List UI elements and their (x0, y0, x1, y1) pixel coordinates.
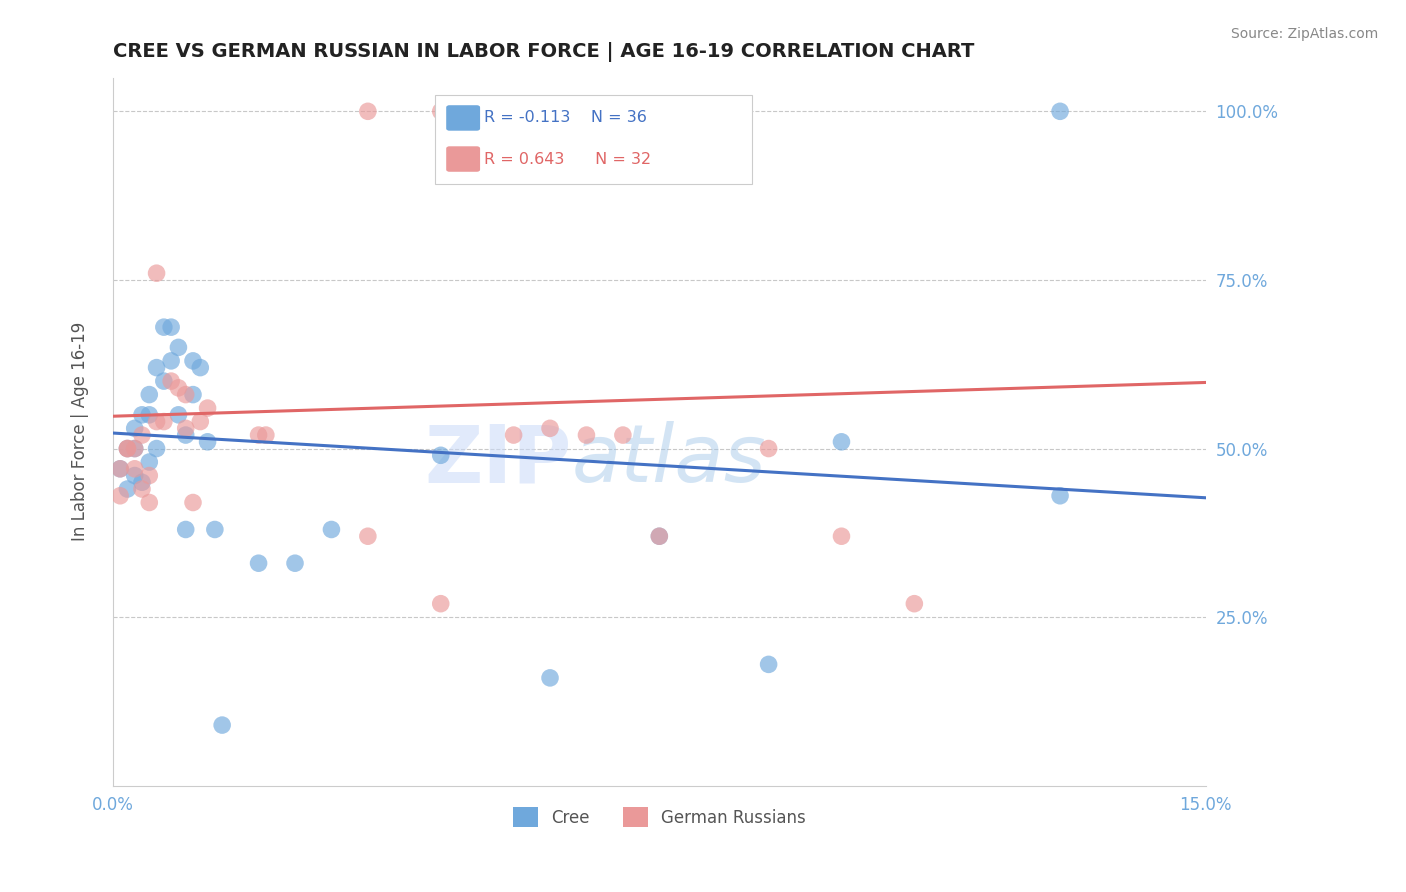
Point (131, 475, 153, 490)
Text: ZIP: ZIP (425, 421, 572, 499)
Point (575, 428, 598, 442)
Point (117, 442, 139, 456)
Point (117, 442, 139, 456)
Point (108, 462, 131, 476)
Point (321, 523, 343, 537)
Point (538, 421, 561, 435)
Point (181, 495, 204, 509)
Point (903, 597, 925, 611)
Point (174, 421, 197, 435)
Point (117, 482, 139, 496)
Point (124, 468, 146, 483)
Point (167, 381, 190, 395)
Point (108, 462, 131, 476)
Point (124, 421, 146, 435)
Point (197, 434, 219, 449)
Point (188, 360, 211, 375)
Point (429, 104, 451, 119)
Point (153, 374, 176, 388)
Point (124, 462, 146, 476)
Point (108, 489, 131, 503)
Point (117, 442, 139, 456)
Point (138, 468, 160, 483)
Point (153, 320, 176, 334)
Point (181, 354, 204, 368)
Point (138, 455, 160, 469)
Point (138, 408, 160, 422)
Point (254, 428, 277, 442)
Point (1049, 489, 1071, 503)
Point (138, 387, 160, 401)
Point (167, 340, 190, 354)
FancyBboxPatch shape (446, 105, 479, 131)
Point (429, 448, 451, 462)
Point (153, 415, 176, 429)
Point (758, 442, 780, 456)
Text: CREE VS GERMAN RUSSIAN IN LABOR FORCE | AGE 16-19 CORRELATION CHART: CREE VS GERMAN RUSSIAN IN LABOR FORCE | … (112, 42, 974, 62)
Point (830, 434, 852, 449)
Point (648, 529, 671, 543)
Point (357, 529, 380, 543)
Point (502, 104, 524, 119)
Point (174, 387, 197, 401)
Point (131, 408, 153, 422)
Point (538, 104, 561, 119)
Legend: Cree, German Russians: Cree, German Russians (506, 800, 813, 834)
Point (211, 718, 233, 732)
Point (181, 387, 204, 401)
Point (131, 428, 153, 442)
Point (197, 401, 219, 415)
Point (830, 529, 852, 543)
Text: R = 0.643      N = 32: R = 0.643 N = 32 (485, 152, 651, 167)
Point (247, 556, 270, 570)
Point (160, 354, 183, 368)
Text: R = -0.113    N = 36: R = -0.113 N = 36 (485, 111, 647, 126)
Point (1049, 104, 1071, 119)
FancyBboxPatch shape (436, 95, 752, 184)
Point (145, 360, 167, 375)
Point (145, 266, 167, 280)
Point (188, 415, 211, 429)
Point (247, 428, 270, 442)
Point (538, 671, 561, 685)
Text: atlas: atlas (572, 421, 766, 499)
Point (612, 428, 634, 442)
Point (131, 482, 153, 496)
Text: Source: ZipAtlas.com: Source: ZipAtlas.com (1230, 27, 1378, 41)
Point (167, 408, 190, 422)
FancyBboxPatch shape (446, 146, 479, 172)
Point (284, 556, 307, 570)
Point (174, 428, 197, 442)
Point (758, 657, 780, 672)
Point (174, 523, 197, 537)
Point (160, 374, 183, 388)
Point (429, 597, 451, 611)
Point (648, 529, 671, 543)
Point (575, 104, 598, 119)
Point (357, 104, 380, 119)
Point (138, 495, 160, 509)
Point (124, 442, 146, 456)
Point (160, 320, 183, 334)
Point (204, 523, 226, 537)
Point (502, 428, 524, 442)
Point (145, 442, 167, 456)
Point (124, 442, 146, 456)
Y-axis label: In Labor Force | Age 16-19: In Labor Force | Age 16-19 (72, 322, 89, 541)
Point (145, 415, 167, 429)
